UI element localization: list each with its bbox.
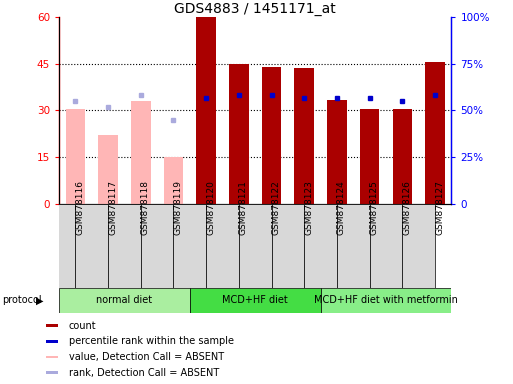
Text: protocol: protocol [3,295,42,306]
Text: GSM878117: GSM878117 [108,180,117,235]
Text: GSM878126: GSM878126 [402,180,411,235]
Bar [164,157,183,204]
Bar [425,62,445,204]
Text: ▶: ▶ [36,295,44,306]
Bar [75,204,108,288]
Bar [271,204,304,288]
Text: value, Detection Call = ABSENT: value, Detection Call = ABSENT [69,352,224,362]
Text: GSM878124: GSM878124 [337,180,346,235]
Text: GSM878119: GSM878119 [173,180,183,235]
Text: GSM878123: GSM878123 [304,180,313,235]
Bar [392,109,412,204]
Bar [43,204,75,288]
Text: GSM878118: GSM878118 [141,180,150,235]
Bar [370,204,402,288]
Bar [141,204,173,288]
Bar [196,0,216,64]
Bar [173,204,206,288]
Text: GSM878125: GSM878125 [370,180,379,235]
Text: normal diet: normal diet [96,295,152,306]
Bar [294,68,314,204]
Bar [402,204,435,288]
Bar [190,288,321,313]
Text: MCD+HF diet with metformin: MCD+HF diet with metformin [314,295,458,306]
Text: GSM878122: GSM878122 [271,180,281,235]
Text: GSM878116: GSM878116 [75,180,84,235]
Bar [46,340,57,343]
Bar [229,64,249,204]
Bar [131,101,150,204]
Text: count: count [69,321,96,331]
Bar [262,67,281,204]
Bar [206,204,239,288]
Bar [304,204,337,288]
Text: percentile rank within the sample: percentile rank within the sample [69,336,234,346]
Text: GSM878120: GSM878120 [206,180,215,235]
Text: GSM878121: GSM878121 [239,180,248,235]
Text: GSM878127: GSM878127 [435,180,444,235]
Bar [46,324,57,327]
Bar [98,135,118,204]
Text: rank, Detection Call = ABSENT: rank, Detection Call = ABSENT [69,367,219,377]
Bar [321,288,451,313]
Title: GDS4883 / 1451171_at: GDS4883 / 1451171_at [174,2,336,16]
Bar [239,204,271,288]
Bar [66,109,85,204]
Bar [46,356,57,358]
Bar [108,204,141,288]
Bar [59,288,190,313]
Text: MCD+HF diet: MCD+HF diet [222,295,288,306]
Bar [337,204,370,288]
Bar [46,371,57,374]
Bar [196,64,216,204]
Bar [360,109,380,204]
Bar [327,99,347,204]
